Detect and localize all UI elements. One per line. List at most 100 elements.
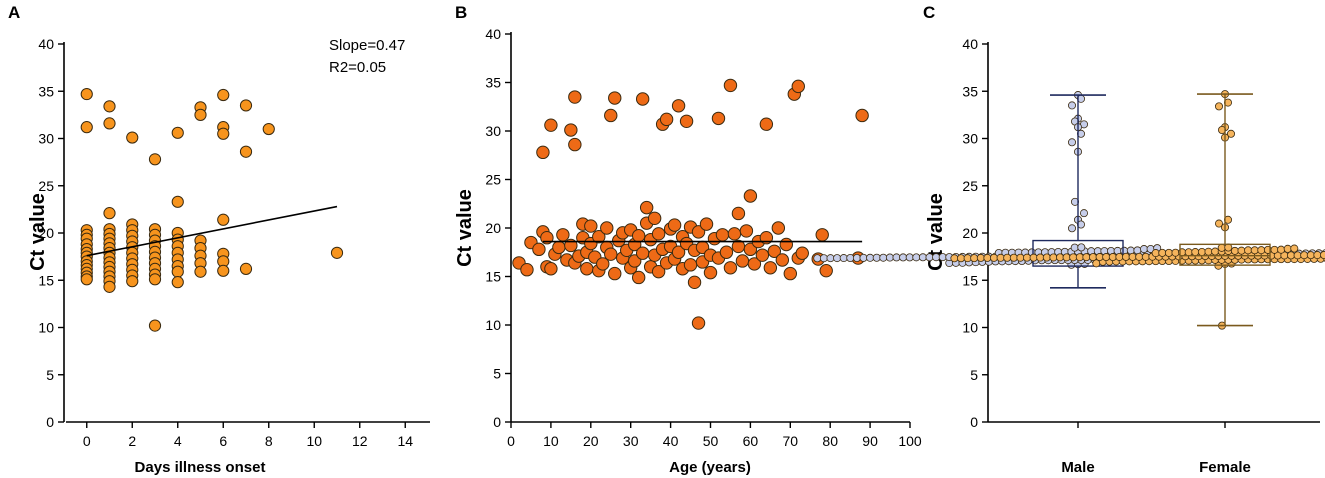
panel-b-data-point [819, 263, 833, 278]
panel-b-data-point [584, 219, 598, 233]
panel-a-x-tick-label: 8 [265, 433, 273, 449]
panel-b-data-point [544, 118, 558, 132]
panel-c-swarm-point [1204, 247, 1213, 256]
panel-b-data-point [763, 261, 778, 275]
panel-b-data-point [580, 262, 594, 276]
panel-a-x-tick-label: 14 [397, 433, 413, 449]
panel-b-data-point [779, 237, 794, 252]
panel-b-data-point [743, 242, 758, 257]
panel-a-data-point [80, 273, 93, 286]
panel-b-data-point [775, 253, 790, 267]
panel-c-swarm-point [1300, 251, 1309, 260]
panel-b-data-point [635, 246, 650, 260]
panel-a-data-point [148, 153, 162, 166]
panel-b-data-point [671, 245, 686, 259]
panel-a-x-tick-label: 0 [83, 433, 91, 449]
panel-c-swarm-point [976, 253, 985, 262]
panel-c-swarm-point [1171, 248, 1180, 257]
panel-c: C Ct value 0 5 10 15 20 25 30 35 40 Male Female [813, 3, 1325, 476]
panel-a-data-point [171, 195, 184, 208]
panel-c-swarm-point [1151, 249, 1160, 258]
panel-c-swarm-point [1215, 102, 1224, 111]
panel-b-x-tick-label: 70 [783, 433, 799, 449]
panel-c-swarm-point [852, 253, 861, 262]
panel-c-swarm-point [826, 254, 835, 263]
panel-b-data-point [659, 112, 674, 127]
panel-c-swarm-point [879, 253, 888, 262]
panel-a-data-point [103, 100, 116, 113]
panel-c-swarm-point [859, 253, 868, 262]
panel-c-swarm-point [1184, 248, 1193, 257]
panel-c-swarm-point [1062, 253, 1071, 262]
panel-a-data-point [194, 265, 207, 278]
panel-a-data-point [239, 99, 253, 112]
panel-c-y-tick-label: 15 [962, 272, 978, 288]
panel-c-category-label: Male [1061, 459, 1094, 476]
panel-b-data-point [783, 266, 797, 281]
panel-b-x-tick-label: 50 [703, 433, 719, 449]
panel-b-data-point [767, 244, 782, 258]
panel-c-swarm-point [1230, 246, 1239, 255]
panel-a-y-tick-label: 15 [38, 272, 54, 288]
panel-c-swarm-point [1029, 253, 1038, 262]
panel-c-y-tick-label: 35 [962, 83, 978, 99]
panel-c-label: C [923, 3, 935, 22]
panel-c-swarm-point [1306, 251, 1315, 260]
panel-a-data-point [148, 273, 162, 286]
panel-c-swarm-point [996, 253, 1005, 262]
panel-c-swarm-point [833, 254, 842, 263]
panel-c-swarm-point [938, 253, 947, 262]
panel-a-data-point [171, 276, 184, 289]
panel-b-data-point [544, 262, 558, 276]
panel-c-swarm-point [905, 253, 914, 262]
panel-b-y-tick-label: 15 [485, 269, 501, 285]
panel-a-data-point [126, 275, 139, 288]
panel-c-swarm-point [1036, 253, 1045, 262]
panel-b-data-point [564, 123, 578, 137]
panel-a-data-point [80, 87, 93, 101]
panel-b-data-point [592, 230, 606, 244]
panel-b-data-point [596, 257, 610, 271]
panel-b-data-point [791, 79, 805, 94]
panel-a-y-tick-label: 25 [38, 178, 54, 194]
panel-c-swarm-point [1244, 246, 1253, 255]
panel-b-data-point [759, 117, 774, 131]
panel-c-swarm-point [1070, 243, 1079, 252]
panel-c-swarm-point [970, 254, 979, 263]
panel-b-data-point [739, 224, 754, 238]
panel-b-data-point [536, 145, 550, 160]
panel-b-data-point [604, 108, 618, 123]
panel-c-swarm-point [1068, 138, 1077, 147]
panel-b-data-point [691, 316, 706, 330]
panel-b-data-point [608, 266, 622, 281]
panel-c-swarm-point [1095, 253, 1104, 262]
panel-a-data-point [217, 88, 230, 102]
panel-c-iqr-box [1032, 239, 1124, 267]
panel-a-y-tick-label: 0 [46, 414, 54, 430]
panel-c-swarm-point [1069, 253, 1078, 262]
panel-c-swarm-point [1158, 248, 1167, 257]
panel-c-swarm-point [1133, 246, 1142, 255]
panel-c-swarm-point [1227, 129, 1236, 138]
panel-c-y-tick-label: 10 [962, 320, 978, 336]
panel-b-data-point [735, 254, 750, 268]
panel-b-label: B [455, 3, 467, 22]
panel-a-data-point [194, 108, 207, 121]
panel-c-swarm-point [1197, 248, 1206, 257]
panel-b-data-point [679, 114, 694, 129]
panel-a-data-point [80, 121, 93, 134]
panel-b: B Ct value Age (years) 0 5 10 15 20 25 30 35 40 0… [454, 3, 922, 476]
panel-b-data-point [691, 225, 706, 239]
panel-b-data-point [631, 229, 646, 243]
panel-c-swarm-point [1217, 243, 1226, 252]
panel-b-data-point [671, 99, 686, 113]
panel-b-data-point [556, 228, 570, 242]
panel-c-swarm-point [918, 253, 927, 262]
panel-a-y-tick-label: 5 [46, 367, 54, 383]
panel-c-swarm-point [1141, 252, 1150, 261]
panel-a-y-axis-label: Ct value [27, 193, 49, 271]
panel-b-data-point [731, 206, 746, 221]
panel-c-swarm-point [957, 254, 966, 263]
panel-c-swarm-point [1237, 246, 1246, 255]
